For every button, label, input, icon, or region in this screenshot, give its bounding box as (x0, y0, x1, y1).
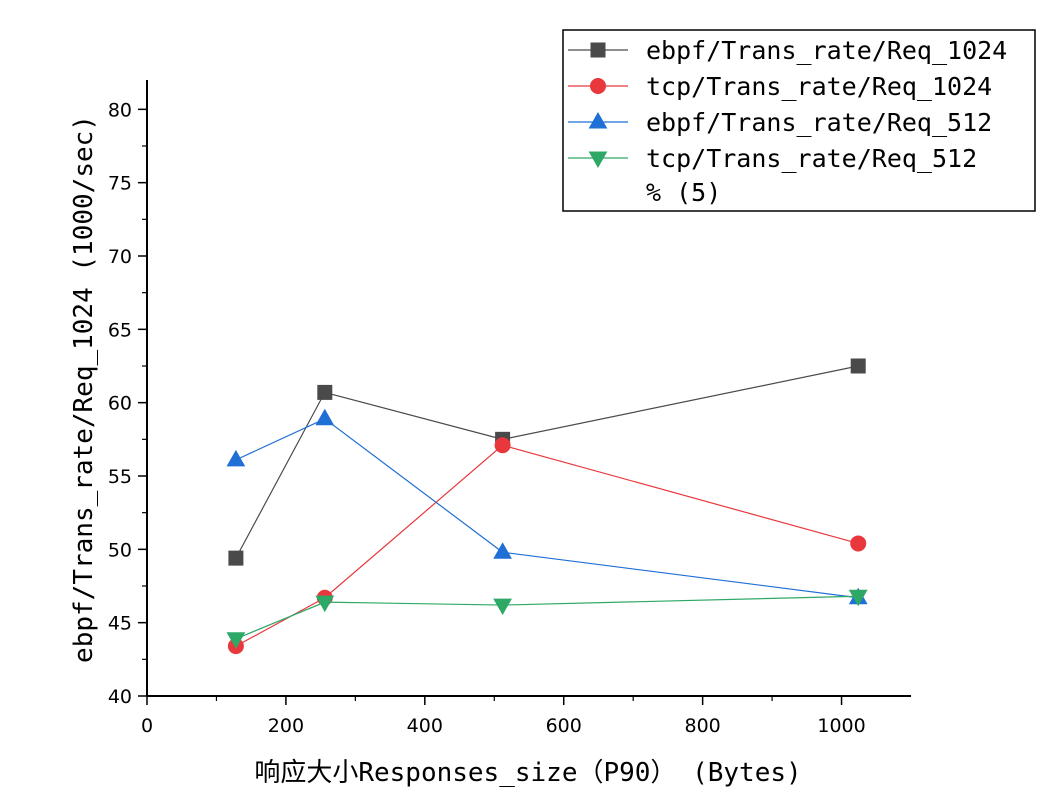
data-point (315, 595, 335, 613)
series-1 (228, 358, 866, 566)
legend-box (562, 29, 1036, 212)
x-tick-label: 400 (407, 715, 443, 737)
legend-extra-label: % (5) (646, 178, 721, 207)
legend-label: tcp/Trans_rate/Req_512 (646, 144, 977, 173)
y-tick-label: 45 (108, 613, 132, 635)
data-point (315, 408, 335, 426)
series-4 (226, 589, 868, 649)
y-tick-label: 55 (108, 466, 132, 488)
legend-marker (590, 78, 606, 94)
series-line (235, 595, 859, 640)
y-tick-label: 60 (108, 393, 132, 415)
data-point (494, 437, 511, 454)
legend-label: ebpf/Trans_rate/Req_512 (646, 108, 992, 137)
y-axis-title: ebpf/Trans_rate/Req_1024 (1000/sec) (69, 115, 99, 663)
data-point (848, 589, 868, 607)
x-tick-label: 0 (141, 715, 153, 737)
data-point (493, 598, 512, 616)
legend-label: tcp/Trans_rate/Req_1024 (646, 72, 992, 101)
x-tick-label: 800 (685, 715, 721, 737)
data-point (226, 449, 246, 467)
y-tick-label: 75 (108, 173, 132, 195)
y-ticks: 40 45 50 55 60 65 70 75 80 (108, 99, 147, 708)
x-ticks: 0 200 400 600 800 1000 (141, 696, 866, 737)
y-tick-label: 70 (108, 246, 132, 268)
legend-marker (590, 42, 606, 58)
data-point (850, 535, 867, 552)
legend-marker (588, 151, 608, 169)
data-point (493, 542, 512, 559)
series-2 (227, 437, 867, 655)
legend-marker (588, 111, 608, 129)
legend: ebpf/Trans_rate/Req_1024 tcp/Trans_rate/R… (562, 29, 1036, 212)
data-point (228, 550, 244, 566)
series-layer (226, 358, 868, 655)
series-3 (226, 408, 868, 605)
series-line (235, 444, 859, 647)
data-point (317, 384, 333, 400)
x-tick-label: 600 (546, 715, 582, 737)
legend-label: ebpf/Trans_rate/Req_1024 (646, 36, 1007, 65)
y-tick-label: 80 (108, 99, 132, 121)
x-tick-label: 1000 (817, 715, 865, 737)
x-axis-title: 响应大小Responses_size（P90） (Bytes) (254, 758, 801, 788)
y-tick-label: 50 (108, 539, 132, 561)
y-tick-label: 40 (108, 686, 132, 708)
series-line (235, 418, 859, 599)
data-point (226, 632, 246, 649)
data-point (850, 358, 866, 374)
series-line (235, 365, 859, 559)
x-tick-label: 200 (268, 715, 304, 737)
y-tick-label: 65 (108, 319, 132, 341)
